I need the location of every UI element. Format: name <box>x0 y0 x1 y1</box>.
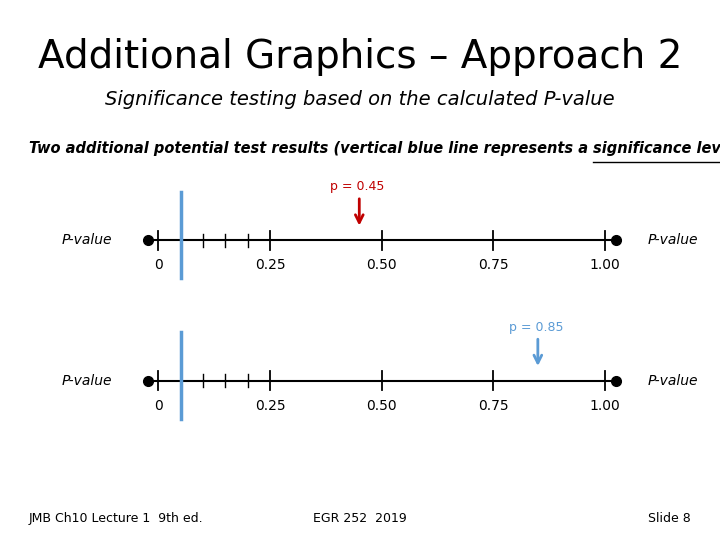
Text: 1.00: 1.00 <box>590 258 620 272</box>
Text: P-value: P-value <box>648 374 698 388</box>
Text: 0.25: 0.25 <box>255 258 285 272</box>
Text: Two additional potential test results (vertical blue line represents a: Two additional potential test results (v… <box>29 141 593 156</box>
Text: 0.25: 0.25 <box>255 399 285 413</box>
Text: Slide 8: Slide 8 <box>649 512 691 525</box>
Text: 0: 0 <box>154 399 163 413</box>
Text: 0: 0 <box>154 258 163 272</box>
Text: Additional Graphics – Approach 2: Additional Graphics – Approach 2 <box>38 38 682 76</box>
Text: p = 0.85: p = 0.85 <box>509 321 564 334</box>
Text: 1.00: 1.00 <box>590 399 620 413</box>
Text: 0.50: 0.50 <box>366 399 397 413</box>
Text: Significance testing based on the calculated P-value: Significance testing based on the calcul… <box>105 90 615 110</box>
Text: significance level: significance level <box>593 141 720 156</box>
Text: EGR 252  2019: EGR 252 2019 <box>313 512 407 525</box>
Text: P-value: P-value <box>61 233 112 247</box>
Text: p = 0.45: p = 0.45 <box>330 180 385 193</box>
Text: JMB Ch10 Lecture 1  9th ed.: JMB Ch10 Lecture 1 9th ed. <box>29 512 204 525</box>
Text: 0.75: 0.75 <box>478 399 508 413</box>
Text: P-value: P-value <box>648 233 698 247</box>
Text: 0.50: 0.50 <box>366 258 397 272</box>
Text: 0.75: 0.75 <box>478 258 508 272</box>
Text: P-value: P-value <box>61 374 112 388</box>
